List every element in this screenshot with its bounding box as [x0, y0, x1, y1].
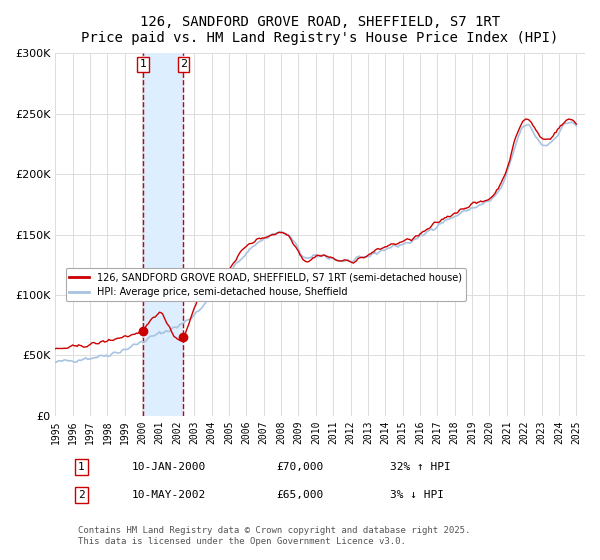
Text: 32% ↑ HPI: 32% ↑ HPI [390, 462, 451, 472]
Text: 3% ↓ HPI: 3% ↓ HPI [390, 490, 444, 500]
Bar [143, 53, 184, 416]
Legend: 126, SANDFORD GROVE ROAD, SHEFFIELD, S7 1RT (semi-detached house), HPI: Average : 126, SANDFORD GROVE ROAD, SHEFFIELD, S7 … [65, 268, 466, 301]
Text: 2: 2 [78, 490, 85, 500]
Text: 1: 1 [78, 462, 85, 472]
Title: 126, SANDFORD GROVE ROAD, SHEFFIELD, S7 1RT
Price paid vs. HM Land Registry's Ho: 126, SANDFORD GROVE ROAD, SHEFFIELD, S7 … [82, 15, 559, 45]
Text: 10-JAN-2000: 10-JAN-2000 [132, 462, 206, 472]
Text: 1: 1 [139, 59, 146, 69]
Text: 2: 2 [180, 59, 187, 69]
Text: 10-MAY-2002: 10-MAY-2002 [132, 490, 206, 500]
Text: £65,000: £65,000 [276, 490, 323, 500]
Text: Contains HM Land Registry data © Crown copyright and database right 2025.
This d: Contains HM Land Registry data © Crown c… [78, 526, 470, 546]
Text: £70,000: £70,000 [276, 462, 323, 472]
